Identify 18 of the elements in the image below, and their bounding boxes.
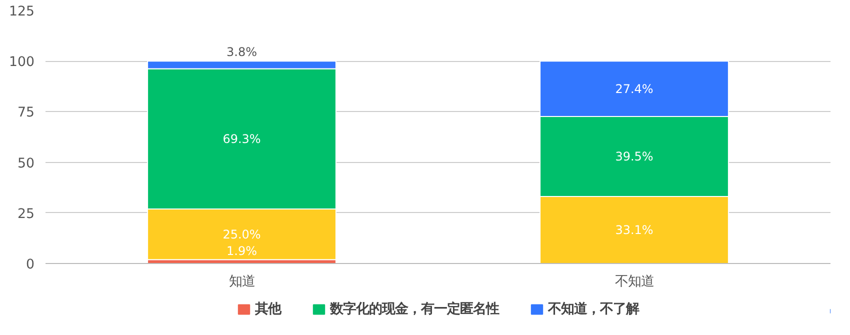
y-tick-label: 75 (18, 106, 35, 121)
data-label: 27.4% (615, 82, 654, 96)
data-label: 33.1% (615, 223, 654, 238)
data-label: 3.8% (226, 45, 258, 60)
x-tick-label: 知道 (228, 274, 255, 290)
legend-label: 不知道，不了解 (548, 300, 639, 318)
y-tick-label: 125 (9, 4, 35, 20)
legend-label: 其他 (255, 300, 281, 318)
x-tick-label: 不知道 (614, 274, 654, 290)
data-label: 1.9% (226, 244, 258, 258)
data-label: 69.3% (222, 132, 261, 146)
data-label: 25.0% (222, 227, 261, 242)
y-tick-label: 25 (18, 206, 35, 222)
y-tick-label: 0 (26, 258, 35, 272)
y-tick-label: 50 (18, 156, 35, 172)
legend-label: 数字化的现金，有一定匿名性 (330, 300, 499, 318)
y-tick-label: 100 (9, 55, 35, 70)
data-label: 39.5% (615, 150, 654, 164)
